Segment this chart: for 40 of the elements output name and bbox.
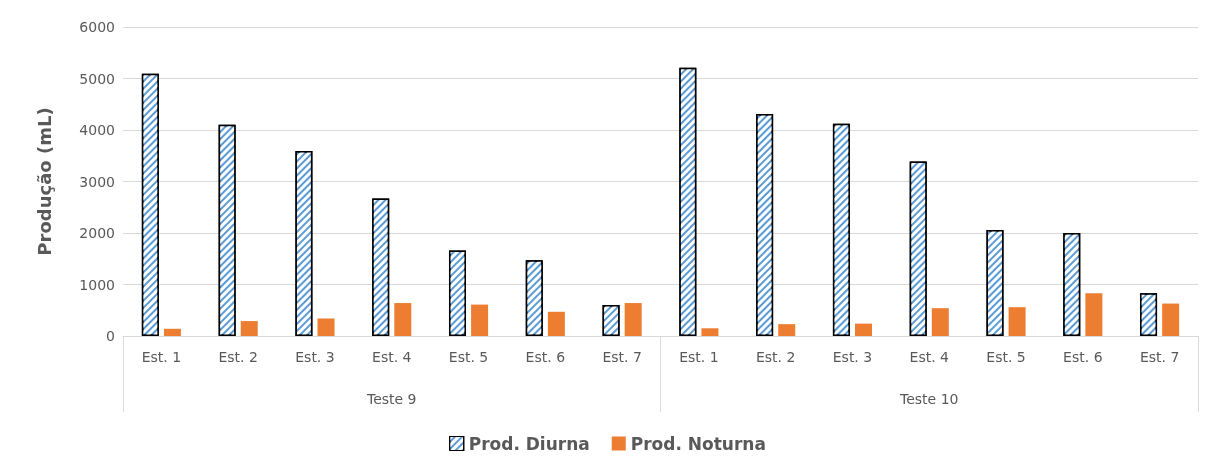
text: Teste 10: [899, 391, 959, 407]
x-tick-label: Est. 3: [832, 349, 873, 365]
legend-label: Prod. Diurna: [468, 433, 590, 454]
bar: [1085, 293, 1103, 336]
x-tick-label: Est. 1: [141, 349, 182, 365]
bar: [547, 311, 565, 336]
x-tick-label: Est. 5: [448, 349, 489, 365]
bar: [240, 321, 258, 336]
bar: [624, 303, 642, 336]
legend-label: Prod. Noturna: [630, 433, 766, 454]
y-tick-label: 3000: [79, 173, 115, 190]
bar: [855, 323, 873, 336]
x-tick-label: Est. 4: [372, 349, 412, 365]
x-tick-label: Est. 5: [986, 349, 1026, 365]
x-tick-label: Est. 4: [909, 349, 950, 365]
bar: [1008, 307, 1026, 336]
y-tick-label: 2000: [79, 225, 115, 241]
bar: [394, 303, 412, 336]
bar: [701, 328, 719, 336]
x-tick-label: Est. 6: [525, 349, 566, 365]
y-axis-title: Produção (mL): [33, 107, 55, 256]
bar: [931, 308, 949, 336]
y-tick-label: 1000: [79, 276, 115, 293]
bar: [163, 328, 181, 336]
y-tick-label: 6000: [79, 19, 115, 35]
bar: [778, 324, 796, 336]
x-tick-label: Est. 7: [1139, 349, 1180, 365]
bar: [317, 318, 335, 336]
y-tick-label: 5000: [79, 70, 115, 87]
x-tick-label: Est. 6: [1063, 349, 1103, 365]
x-tick-label: Est. 2: [218, 349, 258, 365]
x-tick-label: Est. 3: [295, 349, 335, 365]
y-tick-label: 0: [106, 328, 115, 344]
x-tick-label: Est. 2: [755, 349, 796, 365]
x-tick-label: Est. 1: [679, 349, 719, 365]
x-tick-label: Est. 7: [602, 349, 642, 365]
y-tick-label: 4000: [79, 122, 115, 138]
text: Teste 9: [365, 391, 417, 407]
bar: [471, 304, 489, 336]
bar: [1162, 303, 1180, 336]
